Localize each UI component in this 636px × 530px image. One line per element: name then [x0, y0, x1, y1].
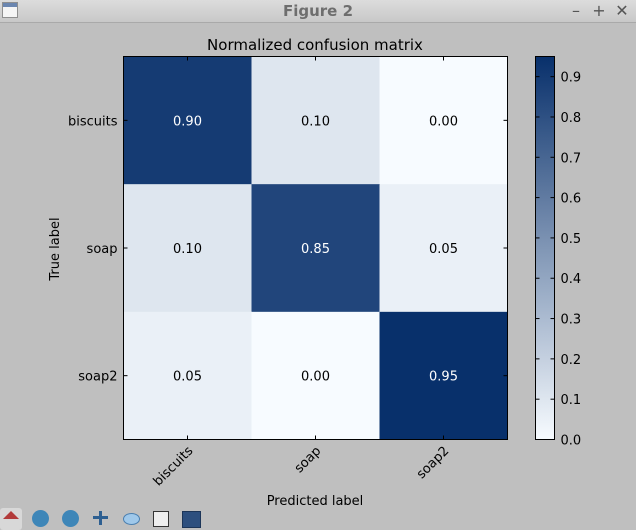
cell-value-label: 0.00 — [429, 114, 458, 129]
heatmap-cell — [251, 56, 380, 185]
y-tick-label: soap2 — [78, 370, 117, 385]
back-icon[interactable] — [30, 508, 52, 530]
heatmap-cell — [123, 56, 252, 185]
colorbar-tick-label: 0.1 — [561, 393, 582, 408]
heatmap-cell — [379, 184, 508, 313]
x-axis-label: Predicted label — [267, 494, 364, 507]
zoom-icon[interactable] — [120, 508, 142, 530]
maximize-button[interactable]: + — [592, 1, 606, 20]
window-app-icon — [2, 2, 18, 18]
heatmap-cell — [379, 311, 508, 440]
navigation-toolbar — [0, 507, 636, 530]
colorbar-tick-label: 0.3 — [561, 313, 582, 328]
heatmap-cell — [123, 311, 252, 440]
cell-value-label: 0.85 — [301, 242, 330, 257]
heatmap-cell — [251, 311, 380, 440]
window-title: Figure 2 — [282, 2, 354, 20]
minimize-button[interactable]: – — [572, 1, 580, 20]
y-tick-label: soap — [87, 242, 118, 257]
colorbar-tick-label: 0.5 — [561, 232, 582, 247]
colorbar-tick-label: 0.8 — [561, 111, 582, 126]
cell-value-label: 0.05 — [429, 242, 458, 257]
colorbar-tick-label: 0.7 — [561, 151, 582, 166]
subplots-icon[interactable] — [150, 508, 172, 530]
colorbar-tick-label: 0.4 — [561, 272, 582, 287]
chart-title: Normalized confusion matrix — [207, 36, 423, 54]
colorbar-tick-label: 0.6 — [561, 192, 582, 207]
title-bar: Figure 2 – + ✕ — [0, 0, 636, 23]
x-tick-label: soap — [292, 444, 324, 476]
forward-icon[interactable] — [60, 508, 82, 530]
cell-value-label: 0.95 — [429, 370, 458, 385]
confusion-matrix-chart: Normalized confusion matrix True label P… — [48, 36, 582, 507]
colorbar — [535, 56, 555, 440]
figure-canvas: Normalized confusion matrix True label P… — [0, 23, 636, 507]
save-icon[interactable] — [180, 508, 202, 530]
x-tick-label: biscuits — [151, 444, 197, 490]
cell-value-label: 0.10 — [173, 242, 202, 257]
heatmap-cell — [251, 184, 380, 313]
cell-value-label: 0.10 — [301, 114, 330, 129]
colorbar-tick-label: 0.0 — [561, 434, 582, 449]
colorbar-tick-label: 0.2 — [561, 353, 582, 368]
cell-value-label: 0.00 — [301, 370, 330, 385]
y-tick-label: biscuits — [68, 114, 118, 129]
close-button[interactable]: ✕ — [615, 1, 629, 20]
colorbar-tick-label: 0.9 — [561, 71, 582, 86]
cell-value-label: 0.90 — [173, 114, 202, 129]
x-tick-label: soap2 — [414, 444, 452, 482]
pan-icon[interactable] — [90, 508, 112, 530]
heatmap-cell — [123, 184, 252, 313]
heatmap-cell — [379, 56, 508, 185]
y-axis-label: True label — [48, 217, 63, 281]
plot-frame — [123, 56, 508, 440]
cell-value-label: 0.05 — [173, 370, 202, 385]
home-icon[interactable] — [0, 508, 22, 530]
